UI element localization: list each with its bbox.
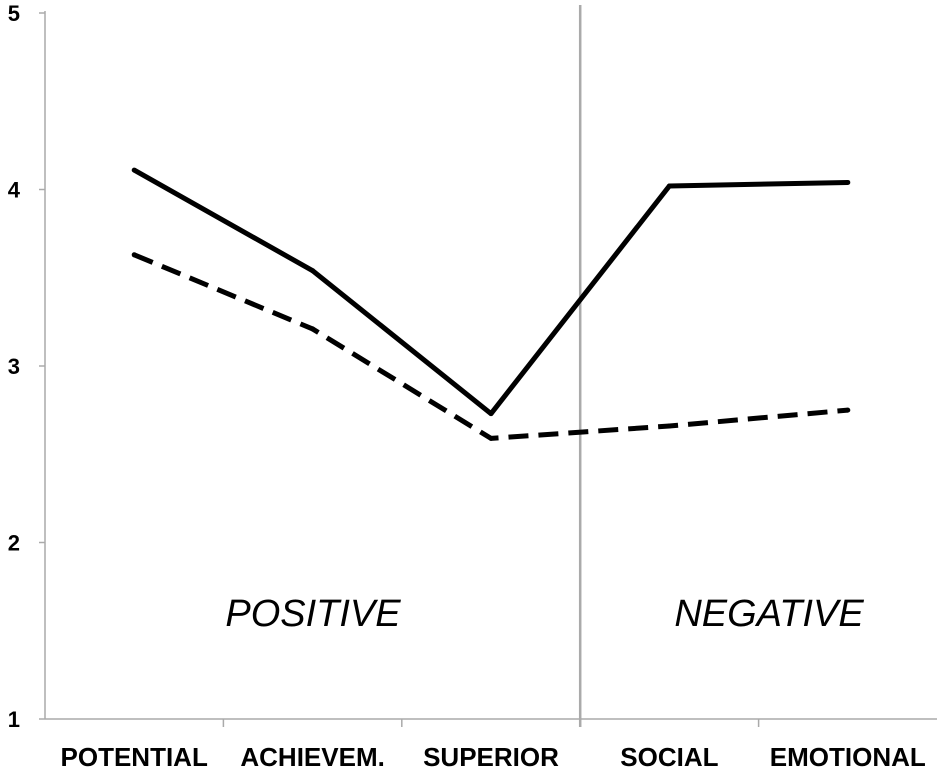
region-label-positive: POSITIVE [225,593,401,635]
y-axis-ticks: 1 2 3 4 5 [8,1,45,732]
y-tick-label: 3 [8,354,20,379]
y-tick-label: 2 [8,531,20,556]
data-point-solid [666,183,672,189]
data-point-solid [845,179,851,185]
axes [44,5,937,727]
series-layer [131,167,851,441]
series-line-solid [132,167,848,417]
x-tick-label: EMOTIONAL [770,742,926,772]
data-point-dashed [310,326,316,332]
region-label-negative: NEGATIVE [674,593,864,635]
data-point-dashed [845,407,851,413]
x-tick-label: SOCIAL [620,742,718,772]
y-tick-label: 5 [8,1,20,26]
y-tick-label: 4 [8,178,21,203]
data-point-solid [488,411,494,417]
data-point-dashed [666,423,672,429]
data-point-solid [131,167,137,173]
data-point-dashed [488,435,494,441]
data-point-solid [310,268,316,274]
x-tick-label: POTENTIAL [61,742,208,772]
x-tick-label: ACHIEVEM. [240,742,384,772]
data-point-dashed [131,252,137,258]
x-tick-label: SUPERIOR [423,742,559,772]
y-tick-label: 1 [8,707,20,732]
x-axis-ticks: POTENTIAL ACHIEVEM. SUPERIOR SOCIAL EMOTIONA… [61,742,926,772]
